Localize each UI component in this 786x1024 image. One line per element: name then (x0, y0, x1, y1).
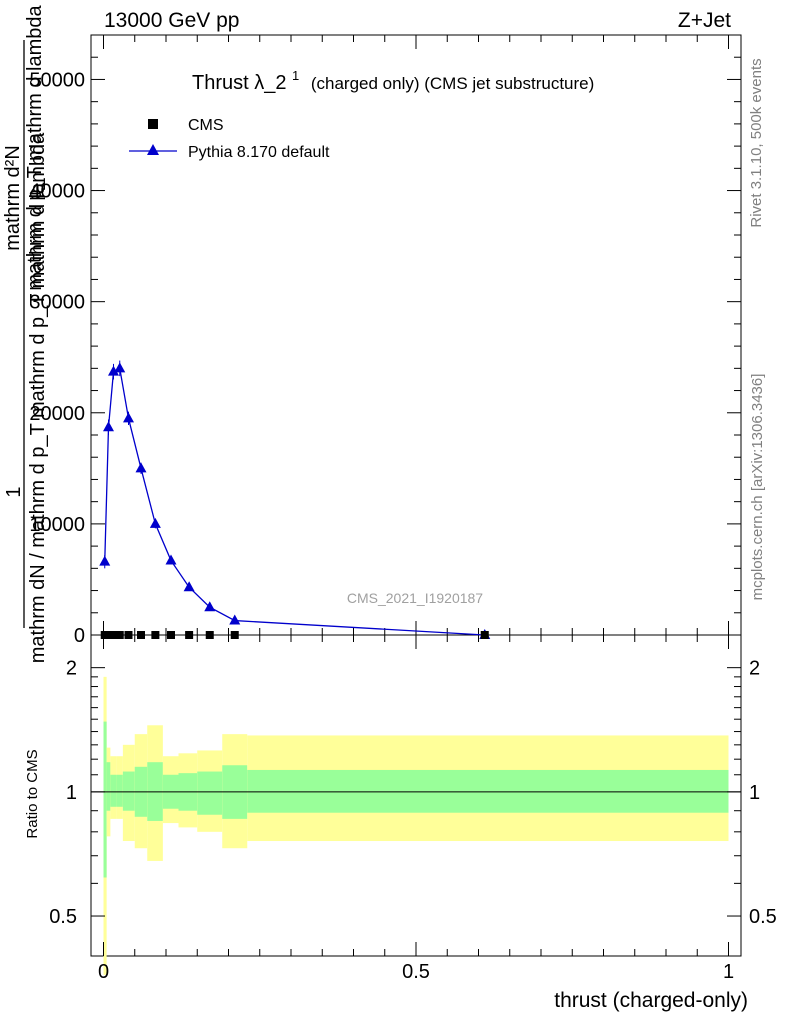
mc-point (149, 517, 161, 528)
y-tick-label: 20000 (29, 403, 85, 425)
ylabel-main-numerator: 1 (3, 486, 25, 497)
mc-point (123, 412, 134, 423)
ratio-tick-label-right: 0.5 (749, 906, 777, 928)
mc-point (135, 462, 147, 473)
header-left: 13000 GeV pp (104, 9, 239, 32)
ratio-inner-band-bin (122, 771, 135, 811)
legend-mc-label: Pythia 8.170 default (188, 144, 330, 161)
plot-title-sup: 1 (292, 68, 299, 83)
legend: CMS Pythia 8.170 default (129, 117, 330, 161)
cms-point (185, 631, 194, 639)
ratio-tick-label-right: 1 (749, 782, 760, 804)
rivet-label: Rivet 3.1.10, 500k events (748, 58, 765, 227)
ratio-tick-label-right: 2 (749, 658, 760, 680)
ratio-inner-band-bin (110, 774, 117, 807)
x-ticks: 0 0.5 1 (98, 35, 734, 983)
ylabel-main-denominator: mathrm dN / mathrm d p_T mathrm d p_T ma… (27, 132, 49, 663)
analysis-watermark: CMS_2021_I1920187 (347, 590, 483, 606)
cms-point (480, 631, 489, 639)
cms-point (137, 631, 145, 639)
cms-point (151, 631, 160, 639)
mc-point (229, 614, 241, 625)
mc-point (204, 601, 216, 612)
cms-point (205, 631, 214, 639)
main-ticks: 0 10000 20000 30000 40000 50000 (29, 34, 741, 647)
cms-point (109, 631, 118, 639)
ylabel-main-line-a: mathrm d²N (2, 145, 24, 251)
legend-mc-marker (147, 144, 159, 155)
ratio-tick-label-left: 0.5 (49, 906, 77, 928)
mc-point (114, 362, 126, 373)
cms-series (100, 631, 489, 639)
mc-point (103, 421, 114, 432)
plot-title-tail: (charged only) (CMS jet substructure) (311, 74, 594, 93)
header-right: Z+Jet (678, 9, 731, 32)
ratio-tick-label-left: 1 (66, 782, 77, 804)
mc-point (99, 555, 111, 566)
ratio-tick-label-left: 2 (66, 658, 77, 680)
x-tick-label: 0 (98, 961, 109, 983)
ratio-inner-band-bin (247, 769, 729, 813)
plot-title: Thrust λ_2 1 (charged only) (CMS jet sub… (192, 63, 594, 94)
ratio-inner-band-bin (103, 721, 107, 878)
cms-point (167, 631, 175, 639)
ylabel-main-line-b: mathrm d p_T mathrm d lambda (24, 4, 46, 290)
mcplots-label: mcplots.cern.ch [arXiv:1306.3436] (749, 374, 766, 601)
legend-cms-label: CMS (188, 117, 224, 134)
y-tick-label: 50000 (29, 69, 85, 91)
cms-point (115, 631, 124, 639)
cms-point (104, 631, 113, 639)
y-tick-label: 10000 (29, 514, 85, 536)
y-tick-label: 30000 (29, 292, 85, 314)
xlabel: thrust (charged-only) (554, 989, 748, 1012)
mc-point (108, 365, 119, 376)
mc-point (183, 581, 195, 592)
x-tick-label: 1 (723, 961, 734, 983)
ratio-inner-band-bin (116, 774, 123, 807)
plot-title-main: Thrust λ_2 (192, 72, 286, 94)
y-tick-label: 40000 (29, 181, 85, 203)
ylabel-ratio: Ratio to CMS (24, 749, 41, 838)
ratio-bands (103, 676, 729, 975)
legend-cms-marker (148, 119, 158, 129)
cms-point (124, 631, 133, 639)
mc-point (165, 554, 177, 565)
ratio-inner-band-bin (197, 771, 223, 815)
x-tick-label: 0.5 (402, 961, 430, 983)
y-tick-label: 0 (74, 625, 85, 647)
cms-point (230, 631, 239, 639)
ratio-ticks: 0.5 0.5 1 1 2 2 (49, 658, 777, 957)
ratio-inner-band-bin (106, 762, 111, 811)
